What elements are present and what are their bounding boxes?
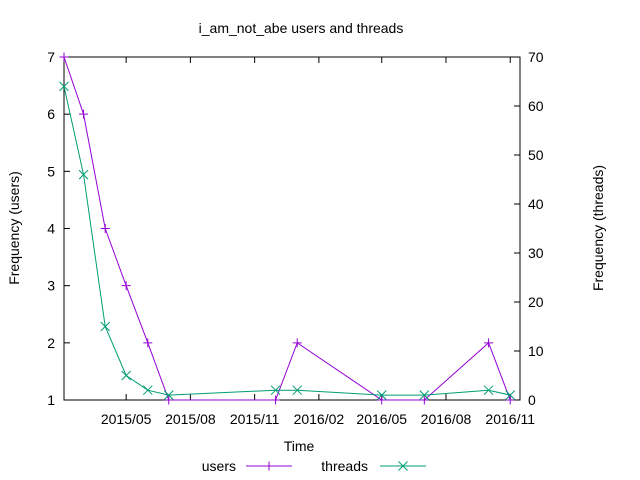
right-tick-label: 20 <box>528 294 544 310</box>
x-axis: 2015/05 2015/08 2015/11 2016/02 2016/05 2016/… <box>101 57 535 427</box>
x-tick-label: 2016/11 <box>485 411 535 427</box>
right-tick-label: 50 <box>528 147 544 163</box>
series-layer <box>59 52 516 405</box>
data-point <box>505 390 516 400</box>
legend: users threads <box>202 458 426 474</box>
plot-frame <box>63 56 521 401</box>
right-axis: 0 10 20 30 40 50 60 70 <box>514 49 544 408</box>
right-tick-label: 40 <box>528 196 544 212</box>
left-tick-label: 6 <box>47 106 55 122</box>
data-point <box>121 281 131 291</box>
legend-item-threads: threads <box>321 458 426 474</box>
series-line <box>63 56 511 401</box>
left-tick-label: 1 <box>47 392 55 408</box>
data-point <box>419 390 430 400</box>
data-point <box>142 385 153 396</box>
data-point <box>78 169 89 180</box>
data-point <box>483 385 494 396</box>
data-point <box>376 390 387 400</box>
left-tick-label: 3 <box>47 278 55 294</box>
left-tick-label: 2 <box>47 335 55 351</box>
legend-item-users: users <box>202 458 292 474</box>
data-point <box>264 461 274 471</box>
x-tick-label: 2016/08 <box>421 411 472 427</box>
series-users <box>59 52 515 405</box>
data-point <box>271 395 281 405</box>
right-tick-label: 30 <box>528 245 544 261</box>
legend-label: users <box>202 458 236 474</box>
data-point <box>143 338 153 348</box>
data-point <box>59 81 69 92</box>
y-axis-left-label: Frequency (users) <box>6 171 22 285</box>
data-point <box>419 395 429 405</box>
x-tick-label: 2015/11 <box>230 411 280 427</box>
data-point <box>164 395 174 405</box>
x-tick-label: 2015/05 <box>101 411 152 427</box>
data-point <box>121 370 132 381</box>
data-point <box>79 109 89 119</box>
right-tick-label: 0 <box>528 392 536 408</box>
right-tick-label: 10 <box>528 343 544 359</box>
x-axis-label: Time <box>284 438 315 454</box>
left-tick-label: 4 <box>47 221 55 237</box>
left-tick-label: 7 <box>47 49 55 65</box>
x-tick-label: 2016/02 <box>294 411 345 427</box>
data-point <box>292 338 302 348</box>
data-point <box>163 390 174 400</box>
data-point <box>398 461 408 471</box>
series-line <box>63 86 511 396</box>
left-tick-label: 5 <box>47 163 55 179</box>
data-point <box>484 338 494 348</box>
y-axis-right-label: Frequency (threads) <box>590 165 606 291</box>
chart-title: i_am_not_abe users and threads <box>199 20 404 36</box>
x-tick-label: 2016/05 <box>356 411 407 427</box>
data-point <box>270 385 281 396</box>
data-point <box>505 395 515 405</box>
data-point <box>100 224 110 233</box>
data-point <box>59 52 69 62</box>
x-tick-label: 2015/08 <box>165 411 216 427</box>
legend-label: threads <box>321 458 368 474</box>
left-axis: 1 2 3 4 5 6 7 <box>47 49 70 408</box>
data-point <box>100 321 111 332</box>
right-tick-label: 70 <box>528 49 544 65</box>
series-threads <box>59 81 516 400</box>
data-point <box>292 385 303 396</box>
right-tick-label: 60 <box>528 98 544 114</box>
data-point <box>377 395 387 405</box>
